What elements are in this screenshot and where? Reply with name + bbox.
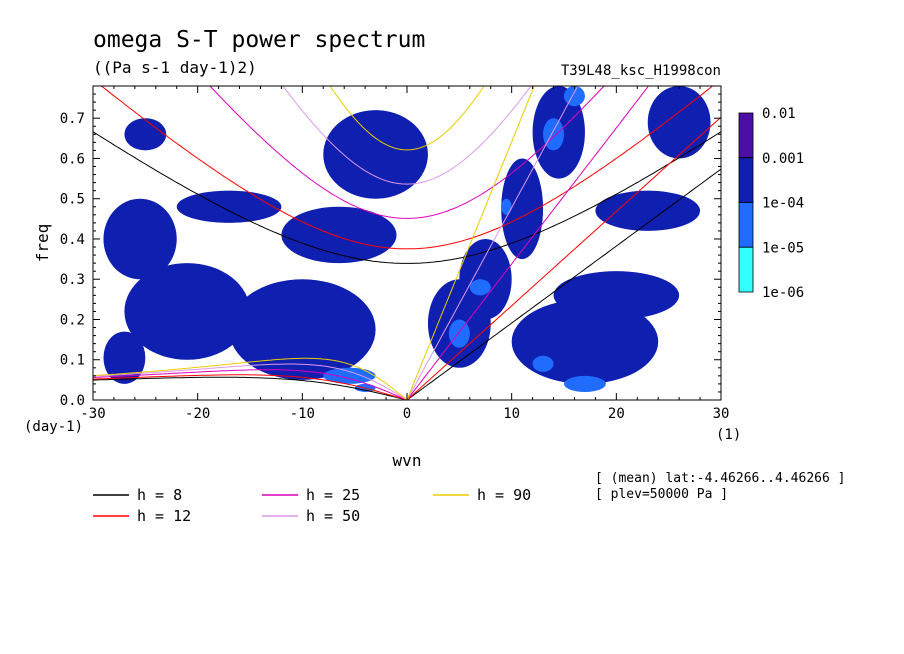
contour-region [103,331,146,384]
curve-ig-h50 [282,86,532,185]
curve-ig-h8 [93,131,721,264]
contour-region [176,190,282,223]
y-axis-label: freq [33,224,52,263]
annotation-lat: [ (mean) lat:-4.46266..4.46266 ] [595,471,845,486]
colorbar-swatch [738,157,754,203]
contour-region [103,198,177,280]
colorbar-label: 0.001 [762,151,804,167]
contour-region [501,198,512,215]
colorbar-label: 1e-05 [762,240,804,256]
contour-fills [103,86,711,392]
contour-region [323,110,428,199]
colorbar-label: 0.01 [762,106,796,122]
contour-region [124,263,250,360]
x-axis-ticks: -30 -20 -10 0 10 20 30 [80,86,729,422]
y-tick-label: 0.1 [60,353,85,369]
contour-region [543,118,564,151]
contour-region [647,86,711,159]
contour-region [229,279,376,380]
curve-kelvin-h25 [406,86,650,400]
y-axis-unit: (day-1) [24,419,83,435]
y-tick-label: 0.6 [60,151,85,167]
curve-rossby-h50 [93,363,408,400]
curve-ig-h12 [100,86,714,250]
x-tick-label: 20 [608,406,625,422]
curve-rossby-h8 [93,376,408,400]
x-axis-label: wvn [393,451,422,470]
y-axis-ticks: 0.0 0.1 0.2 0.3 0.4 0.5 0.6 0.7 [60,93,721,409]
colorbar-label: 1e-06 [762,285,804,301]
chart-subtitle: ((Pa s-1 day-1)2) [93,58,257,77]
contour-region [595,190,701,231]
legend-label: h = 90 [477,486,531,504]
x-tick-label: 0 [403,406,411,422]
colorbar-label: 1e-04 [762,196,804,212]
curve-rossby-h12 [93,374,408,400]
contour-region [501,158,544,260]
y-tick-label: 0.5 [60,192,85,208]
y-tick-label: 0.2 [60,312,85,328]
x-tick-label: -30 [80,406,105,422]
legend-label: h = 8 [137,486,182,504]
curve-kelvin-h90 [406,86,535,400]
dispersion-curves [93,86,721,400]
y-tick-label: 0.4 [60,232,85,248]
contour-region [448,319,470,348]
curve-rossby-h25 [93,369,408,400]
contour-region [532,355,554,372]
contour-region [469,279,491,296]
annotation-plev: [ plev=50000 Pa ] [595,487,728,502]
y-tick-label: 0.0 [60,393,85,409]
x-tick-label: 10 [503,406,520,422]
x-tick-label: -20 [185,406,210,422]
run-label: T39L48_ksc_H1998con [561,63,721,79]
curve-kelvin-h12 [406,116,721,400]
curve-kelvin-h50 [406,86,579,400]
contour-region [323,367,376,384]
colorbar-swatch [738,112,754,159]
colorbar: 0.01 0.001 1e-04 1e-05 1e-06 [738,106,804,301]
x-axis-unit: (1) [716,427,741,443]
curve-kelvin-h8 [406,168,721,400]
colorbar-swatch [738,246,754,293]
contour-region [564,375,606,392]
contour-region [564,86,585,107]
contour-region [124,118,167,151]
y-tick-label: 0.7 [60,111,85,127]
legend-label: h = 25 [306,486,360,504]
legend-label: h = 50 [306,507,360,525]
legend-label: h = 12 [137,507,191,525]
chart-title: omega S-T power spectrum [93,27,425,53]
curve-ig-h90 [329,86,485,151]
curve-rossby-h90 [93,357,408,400]
contour-region [553,271,680,320]
contour-region [281,206,397,264]
colorbar-swatch [738,202,754,248]
x-tick-label: -10 [290,406,315,422]
contour-region [459,238,512,320]
legend: h = 8 h = 12 h = 25 h = 50 h = 90 [93,486,531,525]
y-tick-label: 0.3 [60,272,85,288]
x-tick-label: 30 [713,406,730,422]
curve-ig-h25 [209,86,605,219]
